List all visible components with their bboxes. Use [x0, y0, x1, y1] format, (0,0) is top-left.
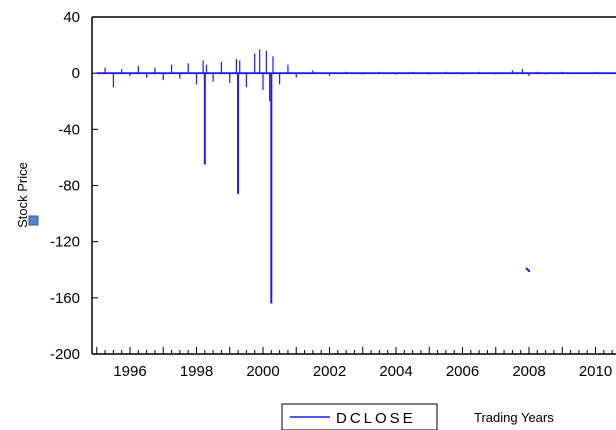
legend: DCLOSE [281, 403, 438, 430]
y-tick-label: 40 [63, 9, 80, 26]
x-tick-label: 2002 [313, 363, 346, 380]
y-tick-label: 0 [72, 65, 80, 82]
y-axis-title: Stock Price [15, 162, 30, 228]
x-tick-label: 2010 [579, 363, 612, 380]
x-tick-label: 2004 [379, 363, 412, 380]
y-tick-label: -160 [50, 290, 80, 307]
x-axis-title: Trading Years [474, 410, 554, 425]
y-tick-label: -200 [50, 346, 80, 363]
y-tick-label: -120 [50, 234, 80, 251]
legend-label-dclose: DCLOSE [336, 410, 416, 427]
y-tick-label: -40 [58, 121, 80, 138]
x-tick-label: 2006 [446, 363, 479, 380]
y-axis-square-marker [28, 215, 39, 226]
x-tick-label: 1996 [113, 363, 146, 380]
x-axis-ticks: 1996 1998 2000 2002 2004 2006 2008 2010 [96, 347, 613, 380]
isolated-mark-2008 [525, 267, 530, 272]
x-tick-label: 2000 [246, 363, 279, 380]
x-tick-label: 1998 [180, 363, 213, 380]
y-tick-label: -80 [58, 178, 80, 195]
y-axis-ticks: 40 0 -40 -80 -120 -160 -200 [50, 9, 98, 363]
plot-area [91, 16, 616, 355]
series-layer [96, 49, 616, 304]
x-tick-label: 2008 [512, 363, 545, 380]
